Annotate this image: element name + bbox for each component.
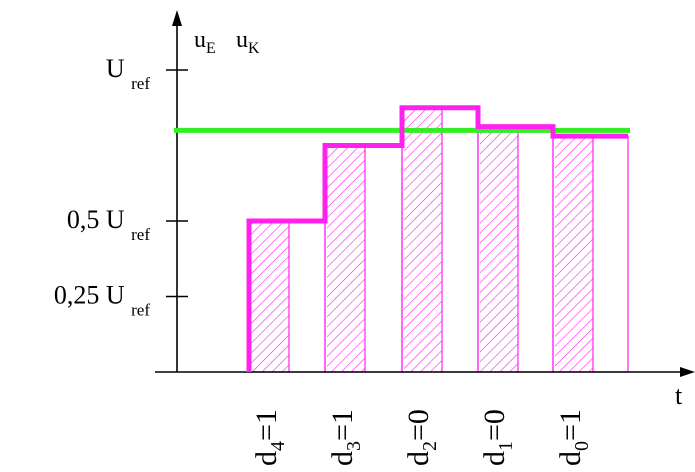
y-axis-ticks: U ref 0,5 U ref 0,25 U ref [54, 54, 188, 320]
hatched-bar [327, 145, 365, 372]
y-tick-label: 0,25 U ref [54, 281, 150, 320]
y-tick-label: U ref [106, 54, 150, 93]
uK-comparison-voltage-staircase [246, 105, 628, 372]
bit-label: d1=0 [478, 409, 517, 466]
bit-decision-labels: d4=1 d3=1 d2=0 d1=0 d0=1 [250, 409, 593, 466]
bit-label: d0=1 [554, 409, 593, 466]
legend-uK: uK [236, 27, 260, 57]
bit-label: d4=1 [250, 409, 289, 466]
x-axis-arrow [680, 367, 695, 377]
legend: uE uK [194, 27, 260, 57]
bit-label: d3=1 [326, 409, 365, 466]
bit-label: d2=0 [402, 409, 441, 466]
y-axis-arrow [172, 10, 182, 26]
hatched-bar [251, 221, 289, 372]
hatched-comparison-regions [251, 107, 593, 372]
hatched-bar [555, 136, 593, 372]
legend-uE: uE [194, 27, 216, 57]
hatched-bar [480, 126, 518, 372]
hatched-bar [404, 107, 442, 372]
x-axis-label: t [675, 381, 683, 410]
y-tick-label: 0,5 U ref [67, 205, 150, 244]
